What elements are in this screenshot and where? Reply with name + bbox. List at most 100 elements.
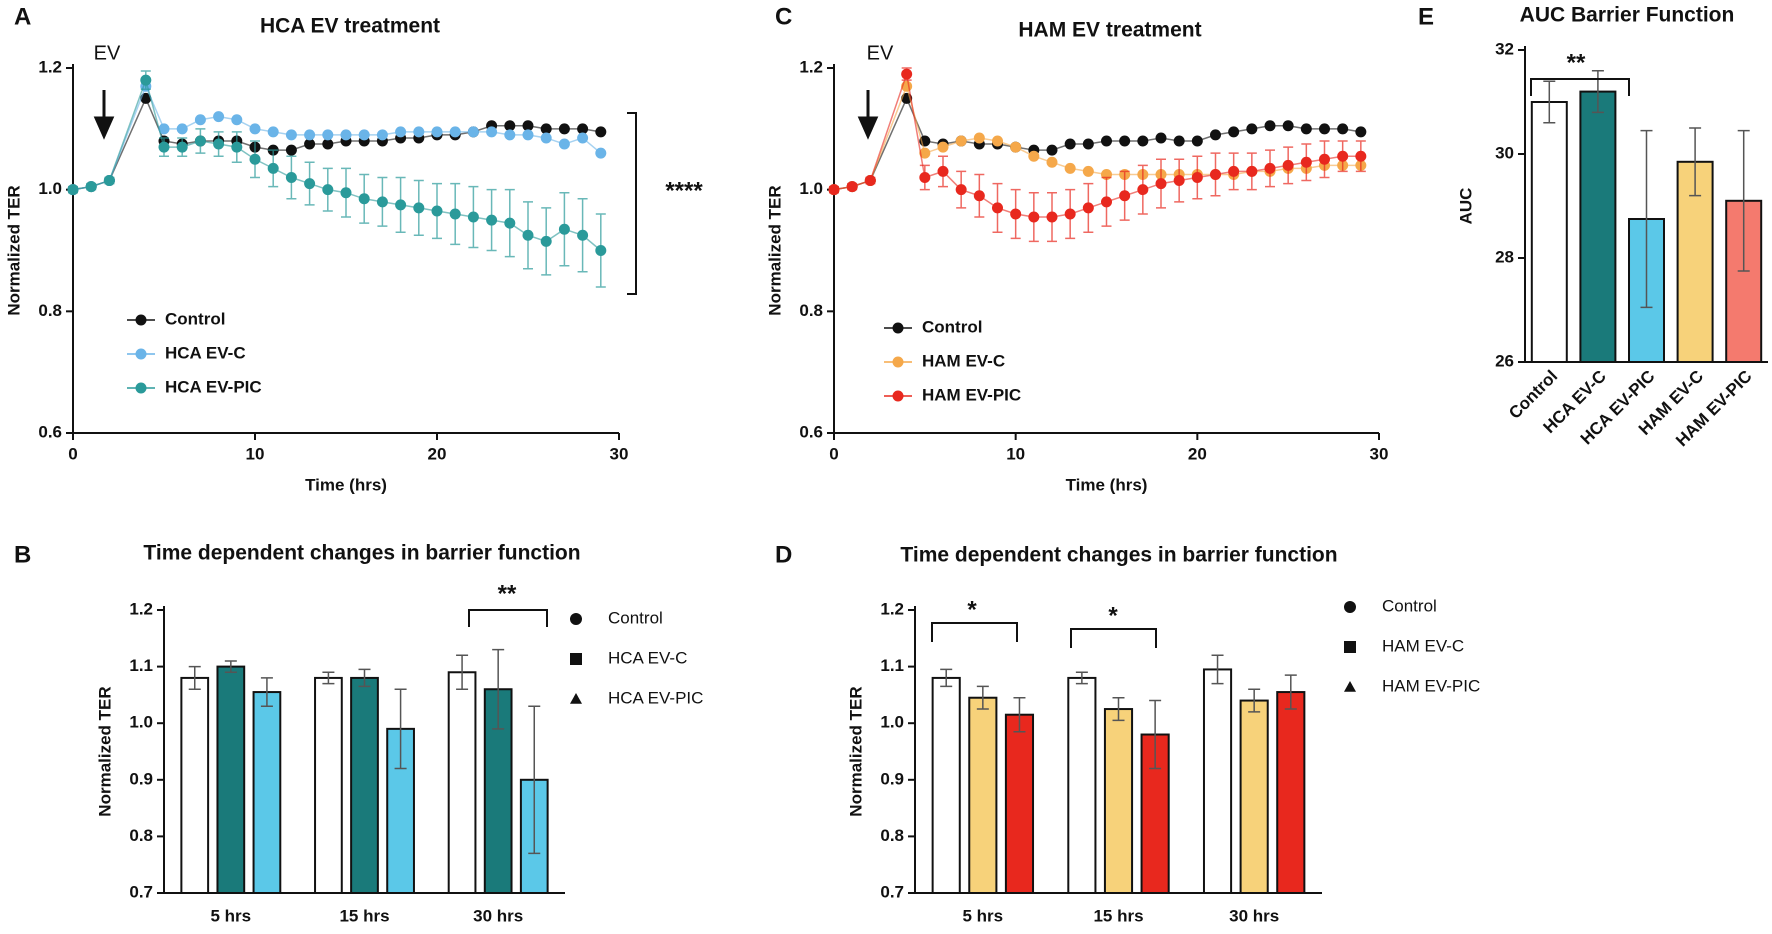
- significance-bracket: [627, 112, 637, 295]
- error-bar: [188, 665, 201, 690]
- panel-label: E: [1418, 3, 1434, 30]
- bar: [968, 696, 998, 894]
- data-point: [140, 92, 152, 104]
- data-point: [937, 141, 949, 153]
- y-tick-label: 0.7: [129, 882, 153, 901]
- error-bar: [1689, 127, 1702, 197]
- legend-marker: [892, 322, 904, 334]
- data-point: [1046, 211, 1058, 223]
- annotation: **: [1567, 49, 1586, 76]
- bar: [252, 691, 282, 894]
- data-point: [1173, 175, 1185, 187]
- arrow: [93, 90, 115, 140]
- bar: [1004, 713, 1035, 895]
- data-point: [1300, 156, 1312, 168]
- data-point: [267, 126, 279, 138]
- data-point: [504, 129, 516, 141]
- data-point: [540, 132, 552, 144]
- data-point: [158, 141, 170, 153]
- y-tick-label: 0.8: [799, 301, 823, 320]
- x-tick-label: 30 hrs: [1229, 906, 1279, 925]
- x-tick-label: 30: [1370, 444, 1389, 463]
- y-tick-label: 32: [1495, 39, 1514, 58]
- error-bar: [1640, 129, 1653, 309]
- data-point: [577, 229, 589, 241]
- legend-marker: [135, 348, 147, 360]
- data-point: [1228, 126, 1240, 138]
- x-tick-label: 5 hrs: [963, 906, 1004, 925]
- bar: [314, 676, 343, 894]
- data-point: [176, 123, 188, 135]
- legend-label: HCA EV-C: [608, 648, 687, 667]
- data-point: [558, 123, 570, 135]
- chart-title: HAM EV treatment: [1018, 19, 1201, 42]
- data-point: [919, 172, 931, 183]
- significance-bracket: [931, 622, 1018, 642]
- legend-label: Control: [922, 317, 982, 336]
- data-point: [577, 132, 589, 144]
- data-point: [1246, 123, 1258, 135]
- data-point: [577, 123, 589, 135]
- legend-marker: [892, 356, 904, 368]
- error-bar: [260, 677, 273, 707]
- data-point: [67, 184, 79, 196]
- data-point: [267, 162, 279, 174]
- legend-label: HCA EV-C: [165, 343, 246, 362]
- data-point: [522, 129, 534, 141]
- error-bar: [528, 705, 541, 855]
- panel: E AUC Barrier FunctionAUC26283032ControlH…: [1418, 3, 1768, 450]
- x-tick-label: 20: [1188, 444, 1207, 463]
- data-point: [955, 184, 967, 196]
- data-point: [467, 126, 479, 138]
- annotation: *: [967, 596, 977, 623]
- data-point: [395, 126, 407, 138]
- significance-bracket: [1530, 78, 1630, 96]
- error-bar: [1737, 129, 1750, 272]
- error-bar: [394, 688, 407, 770]
- error-bar: [1248, 688, 1261, 713]
- error-bar: [976, 685, 989, 710]
- data-point: [158, 123, 170, 135]
- data-point: [340, 129, 352, 141]
- annotation: EV: [867, 42, 894, 64]
- data-point: [1046, 156, 1058, 168]
- data-point: [1064, 138, 1076, 150]
- x-tick-label: 0: [829, 444, 838, 463]
- legend-marker: [892, 390, 904, 402]
- chart-title: Time dependent changes in barrier functi…: [900, 544, 1337, 567]
- data-point: [1064, 208, 1076, 220]
- data-point: [1319, 153, 1330, 165]
- data-point: [1010, 141, 1022, 153]
- bar: [180, 676, 210, 894]
- annotation: EV: [94, 42, 121, 64]
- legend-marker: [1344, 681, 1356, 692]
- data-point: [395, 199, 407, 211]
- legend-marker: [135, 382, 147, 394]
- data-point: [358, 193, 370, 205]
- y-axis-label: Normalized TER: [846, 686, 865, 816]
- legend-marker: [570, 693, 582, 704]
- error-bar: [1591, 70, 1604, 114]
- data-point: [504, 120, 516, 132]
- data-point: [522, 120, 534, 132]
- data-point: [1210, 129, 1221, 141]
- data-point: [1064, 162, 1076, 174]
- data-point: [140, 74, 152, 86]
- bar: [1579, 90, 1617, 363]
- data-point: [1264, 162, 1276, 174]
- bar: [216, 665, 246, 894]
- panel-label: B: [14, 541, 31, 568]
- data-point: [919, 147, 931, 159]
- y-tick-label: 0.8: [129, 826, 153, 845]
- data-point: [1264, 120, 1276, 132]
- bar: [447, 671, 477, 895]
- data-point: [231, 141, 243, 153]
- data-point: [558, 223, 570, 235]
- legend-label: Control: [608, 608, 663, 627]
- y-tick-label: 26: [1495, 351, 1514, 370]
- x-tick-label: 10: [246, 444, 265, 463]
- y-tick-label: 1.0: [880, 713, 904, 732]
- significance-bracket: [1070, 628, 1157, 648]
- data-point: [1137, 184, 1149, 196]
